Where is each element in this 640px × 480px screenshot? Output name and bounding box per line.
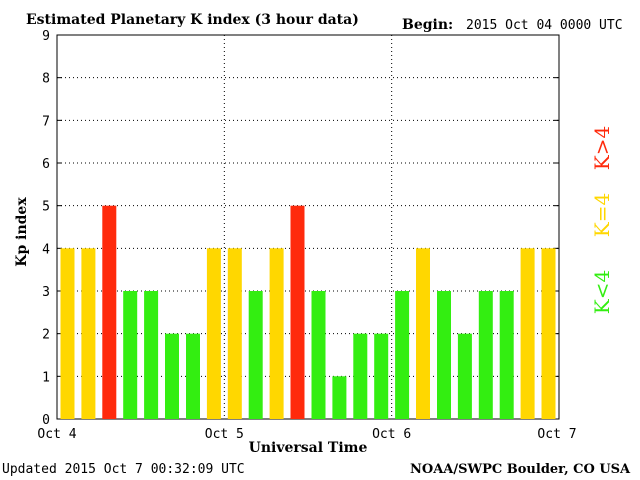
kp-bar: [81, 248, 96, 419]
begin-label: Begin:: [402, 17, 453, 33]
kp-bar: [353, 333, 368, 419]
kp-bar: [290, 205, 305, 419]
kp-bar: [60, 248, 75, 419]
kp-bar: [311, 291, 326, 419]
kp-bar: [499, 291, 514, 419]
y-tick-label: 9: [42, 29, 50, 44]
x-tick-label: Oct 7: [537, 427, 576, 442]
kp-bar: [206, 248, 221, 419]
kp-bar: [520, 248, 535, 419]
kp-bar: [478, 291, 493, 419]
chart-title: Estimated Planetary K index (3 hour data…: [26, 12, 359, 28]
kp-bar: [269, 248, 284, 419]
kp-bar: [102, 205, 117, 419]
kp-bar: [227, 248, 242, 419]
kp-bar: [395, 291, 410, 419]
y-tick-label: 0: [42, 413, 50, 428]
legend-mid: K=4: [590, 193, 614, 237]
y-tick-label: 2: [42, 328, 50, 343]
x-tick-labels: Oct 4 Oct 5 Oct 6 Oct 7: [37, 427, 576, 442]
y-tick-label: 1: [42, 370, 50, 385]
x-tick-label: Oct 6: [372, 427, 411, 442]
kp-bar: [144, 291, 159, 419]
x-tick-label: Oct 5: [205, 427, 244, 442]
kp-bar: [123, 291, 138, 419]
source-credit: NOAA/SWPC Boulder, CO USA: [410, 462, 631, 477]
kp-bar: [416, 248, 430, 419]
updated-timestamp: Updated 2015 Oct 7 00:32:09 UTC: [2, 462, 245, 477]
y-tick-label: 6: [42, 157, 50, 172]
kp-bar: [248, 291, 263, 419]
x-tick-label: Oct 4: [37, 427, 76, 442]
legend-high: K>4: [590, 126, 614, 170]
y-axis-label: Kp index: [14, 197, 30, 267]
y-tick-label: 3: [42, 285, 50, 300]
begin-value: 2015 Oct 04 0000 UTC: [466, 18, 623, 33]
plot-frame: [56, 34, 560, 420]
legend-low: K<4: [590, 270, 614, 314]
y-tick-label: 4: [42, 242, 50, 257]
y-tick-label: 5: [42, 200, 50, 215]
y-tick-label: 7: [42, 114, 50, 129]
kp-bar: [457, 333, 472, 419]
bars: [60, 205, 556, 419]
kp-bar: [541, 248, 556, 419]
kp-bar: [332, 376, 347, 419]
kp-bar: [186, 333, 200, 419]
grid: [57, 34, 559, 420]
x-axis-label: Universal Time: [249, 440, 368, 456]
y-tick-label: 8: [42, 72, 50, 87]
kp-bar: [374, 333, 389, 419]
y-tick-labels: 0 1 2 3 4 5 6 7 8 9: [42, 29, 50, 428]
kp-bar: [437, 291, 451, 419]
kp-bar: [165, 333, 179, 419]
